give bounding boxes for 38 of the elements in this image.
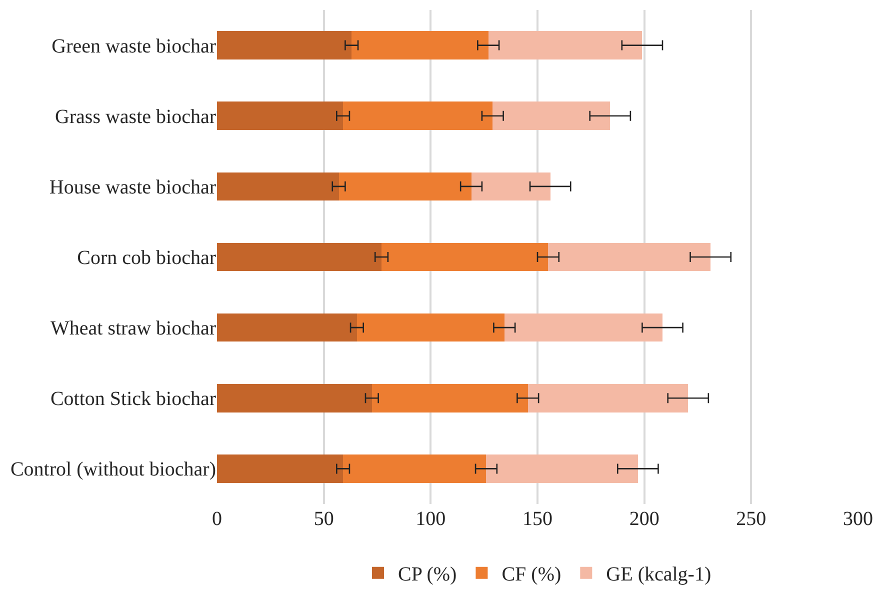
bar — [372, 384, 528, 412]
bar — [343, 102, 493, 130]
bar — [217, 454, 344, 483]
bar — [504, 313, 662, 342]
x-tick-label: 300 — [843, 508, 873, 530]
bar — [548, 242, 711, 272]
bar — [217, 242, 382, 272]
legend-label: GE (kcalg-1) — [606, 564, 712, 586]
bar — [486, 454, 638, 483]
y-tick-label: House waste biochar — [49, 176, 216, 198]
bar — [352, 31, 488, 60]
legend-label: CP (%) — [398, 564, 457, 586]
y-tick-label: Grass waste biochar — [54, 106, 216, 128]
bar — [488, 31, 642, 60]
bar — [356, 313, 504, 342]
x-tick-label: 100 — [416, 508, 446, 530]
bar — [217, 172, 339, 201]
bar — [217, 31, 352, 60]
bar — [343, 454, 486, 483]
bar — [528, 384, 688, 412]
y-tick-label: Corn cob biochar — [77, 247, 216, 269]
y-tick-label: Wheat straw biochar — [50, 318, 216, 340]
x-tick-label: 150 — [522, 508, 552, 530]
bar — [217, 102, 344, 130]
x-tick-label: 0 — [212, 508, 222, 530]
bar — [382, 242, 548, 272]
y-tick-label: Green waste biochar — [52, 35, 216, 58]
bar — [492, 102, 610, 130]
bar — [217, 313, 357, 342]
bar — [217, 384, 372, 412]
bar — [338, 172, 472, 201]
y-tick-label: Cotton Stick biochar — [50, 388, 216, 410]
y-tick-label: Control (without biochar) — [10, 458, 216, 481]
bar — [471, 172, 550, 201]
x-tick-label: 200 — [629, 508, 660, 530]
legend-label: CF (%) — [502, 564, 562, 586]
x-tick-label: 250 — [736, 508, 766, 530]
x-tick-label: 50 — [314, 508, 334, 530]
